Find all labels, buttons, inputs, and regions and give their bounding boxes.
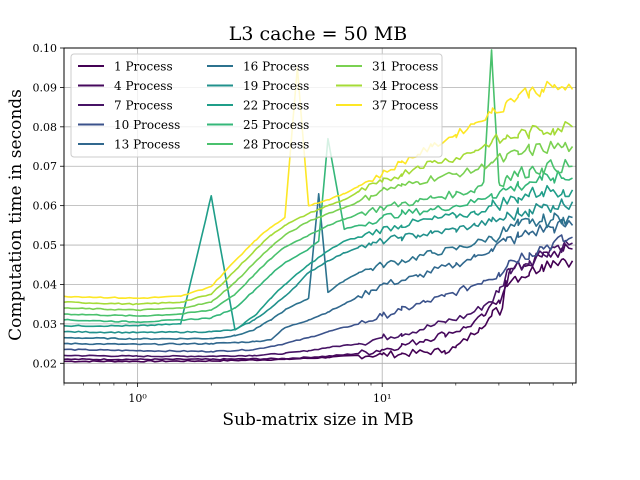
y-tick-label: 0.09 — [33, 81, 58, 94]
legend-item: 4 Process — [78, 79, 173, 93]
legend-item: 34 Process — [336, 79, 438, 93]
series-line-19-process — [64, 198, 574, 334]
x-axis-label: Sub-matrix size in MB — [222, 410, 413, 430]
series-line-13-process — [64, 218, 574, 346]
series-line-22-process — [64, 184, 574, 331]
legend-item: 13 Process — [78, 138, 180, 152]
y-tick-label: 0.08 — [33, 121, 58, 134]
series-line-4-process — [64, 243, 573, 361]
legend-item: 25 Process — [207, 118, 309, 132]
legend-label: 22 Process — [243, 99, 309, 113]
legend-label: 37 Process — [372, 99, 438, 113]
legend-label: 16 Process — [243, 60, 309, 74]
legend-label: 31 Process — [372, 60, 438, 74]
plot-area-frame — [63, 47, 577, 384]
series-line-31-process — [64, 140, 574, 312]
y-tick-label: 0.07 — [33, 160, 58, 173]
legend-item: 37 Process — [336, 99, 438, 113]
series-line-34-process — [64, 121, 574, 306]
legend-label: 7 Process — [114, 99, 173, 113]
y-tick-label: 0.02 — [33, 357, 58, 370]
y-tick-label: 0.05 — [33, 239, 58, 252]
y-tick-label: 0.06 — [33, 200, 58, 213]
legend-item: 1 Process — [78, 60, 173, 74]
legend-box — [70, 53, 443, 158]
legend-item: 10 Process — [78, 118, 180, 132]
legend-item: 31 Process — [336, 60, 438, 74]
series-line-1-process — [64, 258, 574, 363]
legend-item: 16 Process — [207, 60, 309, 74]
legend-label: 25 Process — [243, 118, 309, 132]
legend-label: 4 Process — [114, 79, 173, 93]
series-line-37-process — [64, 66, 574, 300]
y-tick-label: 0.10 — [33, 42, 58, 55]
legend-label: 28 Process — [243, 138, 309, 152]
legend-item: 28 Process — [207, 138, 309, 152]
chart-title: L3 cache = 50 MB — [229, 23, 407, 45]
series-line-7-process — [64, 239, 573, 358]
legend-label: 19 Process — [243, 79, 309, 93]
y-axis-label: Computation time in seconds — [6, 89, 26, 341]
legend-label: 10 Process — [114, 118, 180, 132]
legend-label: 34 Process — [372, 79, 438, 93]
legend-item: 7 Process — [78, 99, 173, 113]
legend-label: 1 Process — [114, 60, 173, 74]
y-tick-label: 0.04 — [33, 278, 58, 291]
legend-item: 19 Process — [207, 79, 309, 93]
legend: 1 Process 4 Process 7 Process 10 Process 13 … — [70, 53, 443, 158]
axis-ticks: 0.02 0.03 0.04 0.05 0.06 0.07 0.08 0.09 0.10 10⁰ 1… — [33, 42, 573, 405]
series-line-28-process — [64, 49, 573, 317]
legend-label: 13 Process — [114, 138, 180, 152]
x-tick-label: 10¹ — [373, 392, 391, 405]
series-line-10-process — [64, 234, 573, 353]
series-lines — [64, 49, 574, 363]
x-tick-label: 10⁰ — [128, 392, 147, 405]
y-tick-label: 0.03 — [33, 318, 58, 331]
series-line-16-process — [64, 193, 573, 341]
legend-item: 22 Process — [207, 99, 309, 113]
